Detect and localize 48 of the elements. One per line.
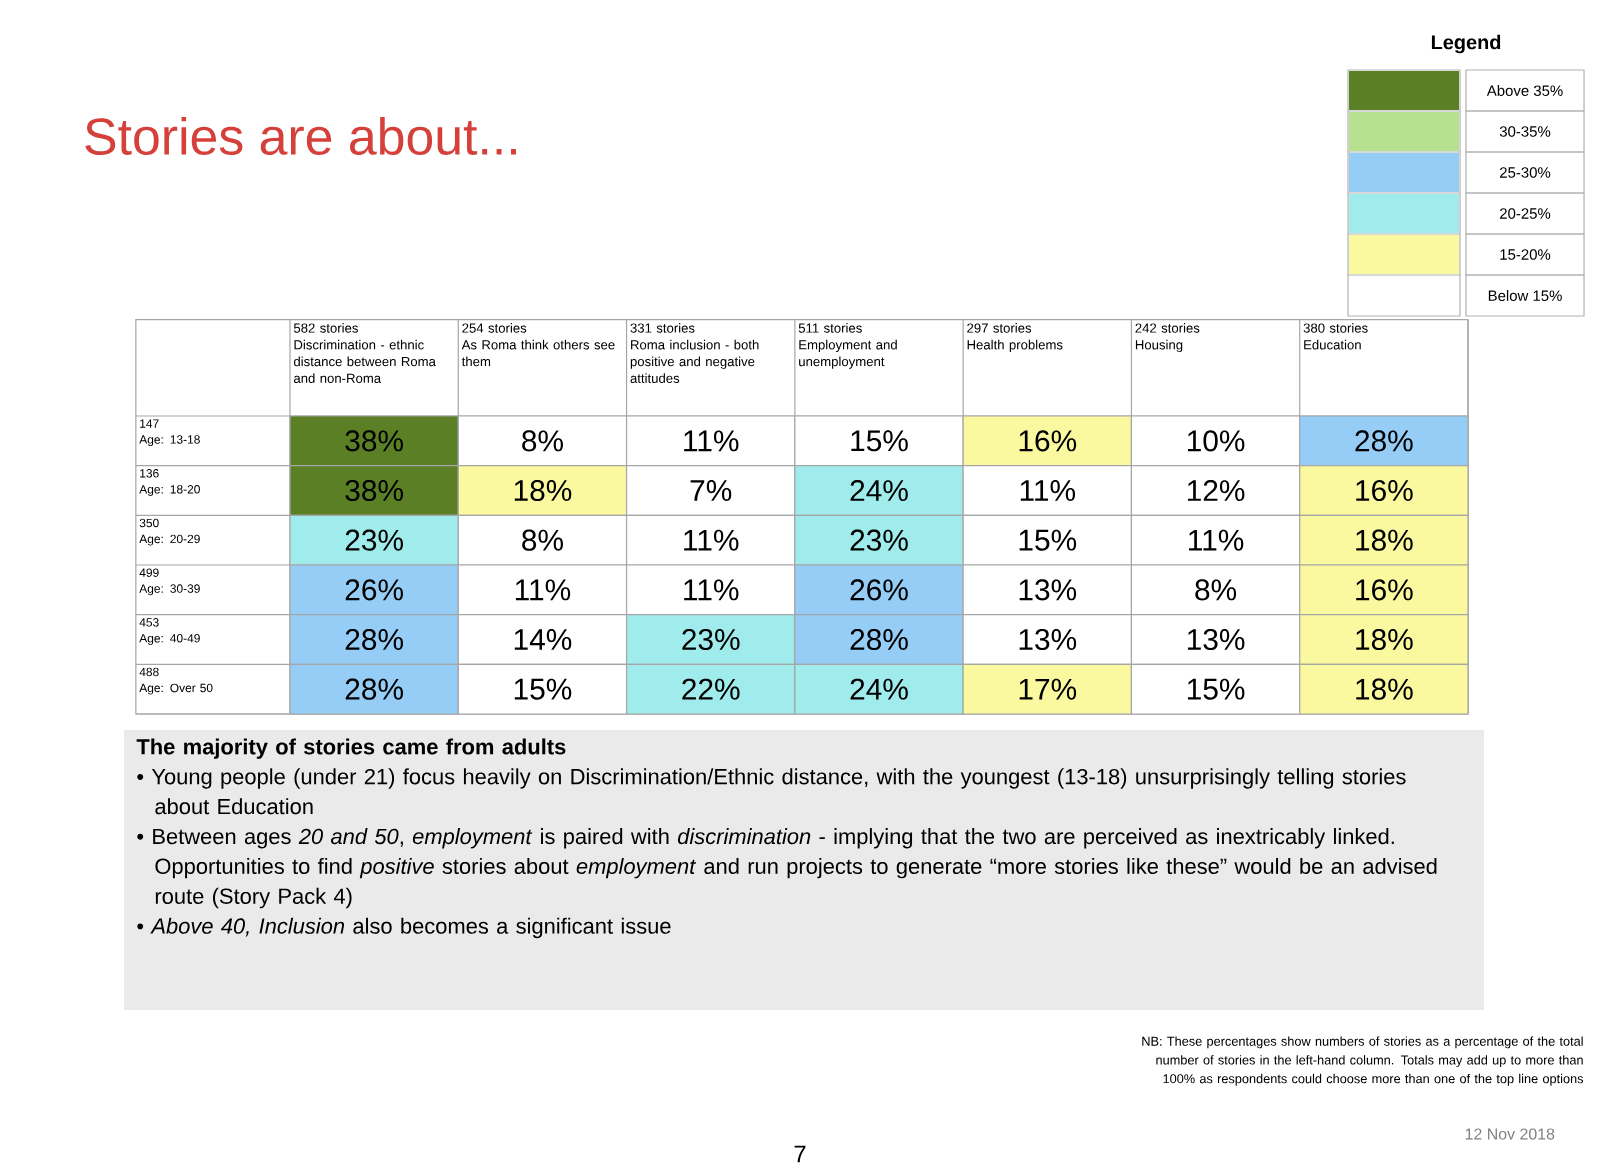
data-label: 11%	[684, 430, 739, 452]
text: 7	[794, 1145, 806, 1163]
data-label: 17%	[1019, 678, 1077, 700]
data-label: 15%	[1019, 529, 1077, 551]
data-label: 23%	[345, 529, 403, 551]
text: The majority of stories came from adults	[136, 738, 566, 759]
text: • Between ages 20 and 50, employment is paired with discrimination - implying that the two are perceived as inextricably linked. Opportunities to find positive stories about employment and run projects to generate “more stories like these” would be an advised route (Story Pack 4)	[137, 828, 1437, 909]
data-label: 28%	[345, 678, 403, 700]
data-label: 15%	[514, 678, 572, 700]
data-label: 26%	[345, 579, 403, 601]
data-label: 18%	[1356, 678, 1413, 700]
data-label: 11%	[684, 579, 739, 601]
data-label: 23%	[850, 529, 908, 551]
data-label: 18%	[1356, 628, 1413, 651]
data-label: 16%	[1356, 479, 1413, 502]
data-label: 28%	[345, 628, 403, 651]
data-label: 11%	[1189, 529, 1244, 551]
data-label: 15%	[851, 430, 908, 452]
chart-title: Stories are about...	[85, 116, 516, 156]
data-label: 28%	[850, 628, 908, 651]
data-label: 11%	[684, 529, 739, 551]
data-label: 11%	[1020, 480, 1076, 501]
data-label: 28%	[1355, 430, 1413, 452]
data-label: 26%	[850, 579, 908, 601]
data-label: 15%	[1187, 678, 1245, 700]
data-label: 11%	[515, 579, 571, 601]
data-label: 8%	[522, 529, 563, 551]
data-label: 8%	[1195, 579, 1237, 601]
data-label: 38%	[345, 430, 403, 452]
data-label: 14%	[514, 629, 572, 650]
data-label: 18%	[514, 479, 572, 502]
data-label: 7%	[690, 480, 732, 501]
data-label: 24%	[850, 479, 908, 502]
data-label: 24%	[850, 678, 908, 700]
data-label: 18%	[1356, 529, 1413, 551]
data-label: 13%	[1019, 628, 1077, 651]
data-label: 13%	[1187, 628, 1245, 651]
data-label: 23%	[682, 628, 740, 651]
data-label: 16%	[1019, 430, 1077, 452]
data-label: 22%	[682, 678, 740, 700]
data-label: 8%	[522, 430, 563, 452]
data-label: 10%	[1187, 430, 1245, 452]
data-label: 38%	[345, 479, 403, 502]
text: • Above 40, Inclusion also becomes a significant issue	[137, 917, 671, 939]
data-label: 16%	[1356, 579, 1413, 601]
data-label: 13%	[1019, 579, 1077, 601]
legend-title: Legend	[1431, 34, 1501, 54]
data-label: 12%	[1187, 479, 1245, 502]
